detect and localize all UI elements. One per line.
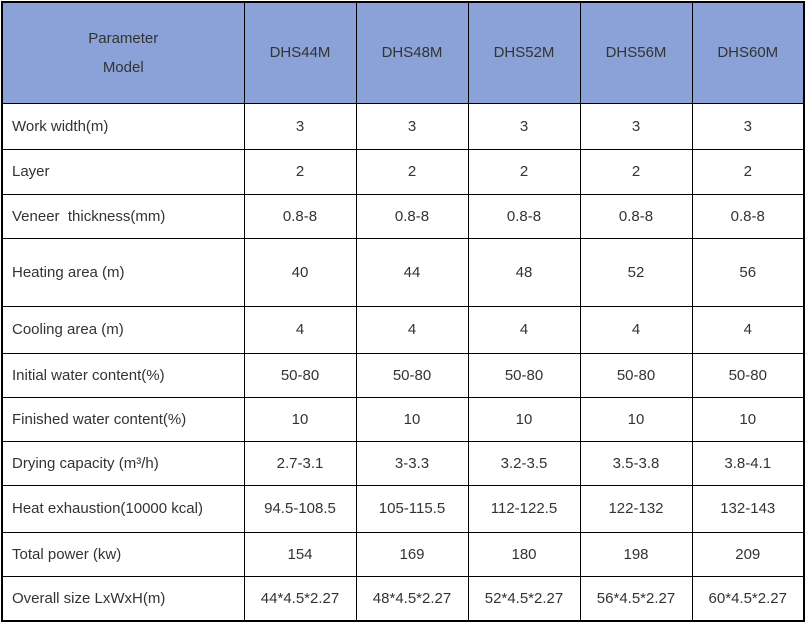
cell-value: 2.7-3.1 [243,440,357,486]
cell-value: 50-80 [579,352,693,398]
cell-value: 112-122.5 [467,484,581,533]
row-label-layer: Layer [1,148,245,195]
cell-value: 3-3.3 [355,440,469,486]
cell-value: 3.5-3.8 [579,440,693,486]
cell-value: 3.2-3.5 [467,440,581,486]
cell-value: 56*4.5*2.27 [579,575,693,622]
row-label-drying-capacity: Drying capacity (m³/h) [1,440,245,486]
cell-value: 10 [691,396,805,442]
table-row: Layer 2 2 2 2 2 [1,148,805,195]
column-header-dhs56m: DHS56M [579,1,693,104]
cell-value: 3 [579,102,693,150]
row-label-heating-area: Heating area (m) [1,237,245,307]
cell-value: 50-80 [467,352,581,398]
table-row: Initial water content(%) 50-80 50-80 50-… [1,352,805,398]
cell-value: 132-143 [691,484,805,533]
cell-value: 10 [355,396,469,442]
corner-header-parameter: Parameter [88,29,159,47]
spec-table: Parameter Model DHS44M DHS48M DHS52M DHS… [1,1,805,622]
cell-value: 94.5-108.5 [243,484,357,533]
cell-value: 3 [243,102,357,150]
cell-value: 50-80 [355,352,469,398]
table-header-row: Parameter Model DHS44M DHS48M DHS52M DHS… [1,1,805,104]
column-header-dhs44m: DHS44M [243,1,357,104]
column-header-dhs48m: DHS48M [355,1,469,104]
cell-value: 40 [243,237,357,307]
cell-value: 0.8-8 [467,193,581,239]
cell-value: 2 [355,148,469,195]
row-label-overall-size: Overall size LxWxH(m) [1,575,245,622]
cell-value: 10 [467,396,581,442]
cell-value: 4 [579,305,693,354]
cell-value: 3 [467,102,581,150]
cell-value: 4 [691,305,805,354]
row-label-veneer-thickness: Veneer thickness(mm) [1,193,245,239]
column-header-dhs52m: DHS52M [467,1,581,104]
cell-value: 10 [579,396,693,442]
table-row: Finished water content(%) 10 10 10 10 10 [1,396,805,442]
cell-value: 198 [579,531,693,577]
cell-value: 154 [243,531,357,577]
cell-value: 48 [467,237,581,307]
cell-value: 2 [243,148,357,195]
table-row: Drying capacity (m³/h) 2.7-3.1 3-3.3 3.2… [1,440,805,486]
table-row: Total power (kw) 154 169 180 198 209 [1,531,805,577]
row-label-initial-water-content: Initial water content(%) [1,352,245,398]
cell-value: 48*4.5*2.27 [355,575,469,622]
cell-value: 2 [467,148,581,195]
cell-value: 169 [355,531,469,577]
cell-value: 52*4.5*2.27 [467,575,581,622]
cell-value: 50-80 [243,352,357,398]
row-label-total-power: Total power (kw) [1,531,245,577]
table-row: Heating area (m) 40 44 48 52 56 [1,237,805,307]
table-row: Veneer thickness(mm) 0.8-8 0.8-8 0.8-8 0… [1,193,805,239]
cell-value: 3.8-4.1 [691,440,805,486]
cell-value: 180 [467,531,581,577]
table-row: Work width(m) 3 3 3 3 3 [1,102,805,150]
cell-value: 105-115.5 [355,484,469,533]
row-label-work-width: Work width(m) [1,102,245,150]
row-label-heat-exhaustion: Heat exhaustion(10000 kcal) [1,484,245,533]
cell-value: 4 [355,305,469,354]
corner-header-cell: Parameter Model [1,1,245,104]
table-row: Heat exhaustion(10000 kcal) 94.5-108.5 1… [1,484,805,533]
cell-value: 2 [691,148,805,195]
cell-value: 2 [579,148,693,195]
cell-value: 10 [243,396,357,442]
cell-value: 4 [467,305,581,354]
cell-value: 50-80 [691,352,805,398]
cell-value: 3 [355,102,469,150]
cell-value: 56 [691,237,805,307]
table-row: Cooling area (m) 4 4 4 4 4 [1,305,805,354]
cell-value: 122-132 [579,484,693,533]
cell-value: 0.8-8 [691,193,805,239]
row-label-cooling-area: Cooling area (m) [1,305,245,354]
table-row: Overall size LxWxH(m) 44*4.5*2.27 48*4.5… [1,575,805,622]
cell-value: 4 [243,305,357,354]
row-label-finished-water-content: Finished water content(%) [1,396,245,442]
cell-value: 52 [579,237,693,307]
column-header-dhs60m: DHS60M [691,1,805,104]
cell-value: 44*4.5*2.27 [243,575,357,622]
cell-value: 0.8-8 [243,193,357,239]
corner-header-model: Model [102,58,144,76]
cell-value: 209 [691,531,805,577]
cell-value: 0.8-8 [579,193,693,239]
cell-value: 3 [691,102,805,150]
cell-value: 0.8-8 [355,193,469,239]
cell-value: 44 [355,237,469,307]
cell-value: 60*4.5*2.27 [691,575,805,622]
